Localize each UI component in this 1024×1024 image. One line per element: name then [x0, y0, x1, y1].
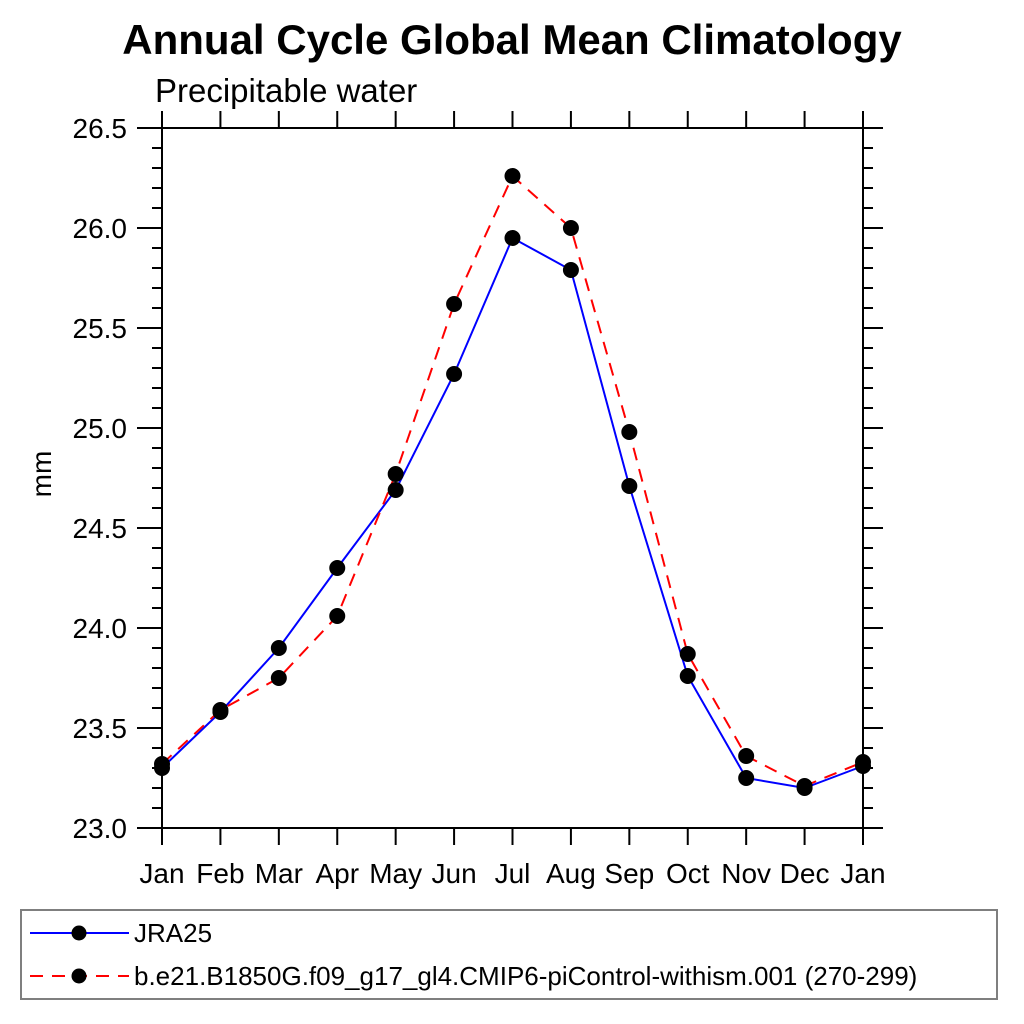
- data-point: [446, 296, 463, 312]
- y-tick-label: 24.0: [73, 613, 128, 644]
- x-tick-labels: Jan Feb Mar Apr May Jun Jul Aug Sep Oct Nov Dec Jan: [139, 858, 885, 889]
- y-tick-label: 26.0: [73, 213, 128, 244]
- data-point: [621, 424, 638, 440]
- legend-line-sample-dashed: [30, 968, 129, 984]
- y-tick-labels: 23.0 23.5 24.0 24.5 25.0 25.5 26.0 26.5: [73, 113, 128, 844]
- x-tick-label: Oct: [666, 858, 710, 889]
- legend-line-sample-solid: [30, 925, 129, 941]
- x-tick-label: Jan: [840, 858, 885, 889]
- data-point: [562, 220, 579, 236]
- data-point: [504, 168, 521, 184]
- data-point: [329, 608, 346, 624]
- x-tick-label: Sep: [604, 858, 654, 889]
- series-line-0: [161, 236, 864, 790]
- data-point: [738, 748, 755, 764]
- y-tick-label: 26.5: [73, 113, 128, 144]
- data-point: [621, 478, 638, 494]
- data-point: [738, 770, 755, 786]
- x-tick-label: Aug: [546, 858, 596, 889]
- x-tick-label: May: [369, 858, 422, 889]
- x-tick-label: Feb: [196, 858, 244, 889]
- x-tick-label: Jan: [139, 858, 184, 889]
- series-line-1: [161, 174, 864, 788]
- series-markers-1: [154, 168, 871, 794]
- y-tick-label: 25.5: [73, 313, 128, 344]
- chart-title: Annual Cycle Global Mean Climatology: [122, 16, 902, 63]
- x-tick-label: Dec: [780, 858, 830, 889]
- data-point: [270, 640, 287, 656]
- legend: JRA25 b.e21.B1850G.f09_g17_gl4.CMIP6-piC…: [20, 909, 998, 1000]
- x-tick-label: Jun: [432, 858, 477, 889]
- x-tick-label: Apr: [315, 858, 359, 889]
- data-point: [387, 482, 404, 498]
- data-point: [154, 756, 170, 772]
- x-tick-label: Jul: [495, 858, 531, 889]
- data-point: [679, 668, 696, 684]
- chart-subtitle: Precipitable water: [155, 72, 418, 109]
- legend-row-jra25: JRA25: [22, 911, 996, 955]
- legend-label-model: b.e21.B1850G.f09_g17_gl4.CMIP6-piControl…: [134, 961, 918, 992]
- data-point: [796, 778, 813, 794]
- y-tick-label: 25.0: [73, 413, 128, 444]
- data-point: [446, 366, 463, 382]
- y-tick-label: 23.5: [73, 713, 128, 744]
- series-markers-0: [154, 230, 871, 796]
- data-point: [329, 560, 346, 576]
- y-axis-label: mm: [26, 450, 57, 498]
- data-point: [855, 754, 871, 770]
- data-point: [270, 670, 287, 686]
- data-point: [212, 702, 229, 718]
- x-tick-label: Mar: [255, 858, 303, 889]
- data-point: [562, 262, 579, 278]
- legend-label-jra25: JRA25: [134, 917, 213, 948]
- legend-row-model: b.e21.B1850G.f09_g17_gl4.CMIP6-piControl…: [22, 955, 996, 999]
- data-point: [679, 646, 696, 662]
- y-tick-label: 24.5: [73, 513, 128, 544]
- data-point: [504, 230, 521, 246]
- y-tick-label: 23.0: [73, 813, 128, 844]
- axis-ticks: [137, 111, 883, 845]
- x-tick-label: Nov: [721, 858, 771, 889]
- data-point: [387, 466, 404, 482]
